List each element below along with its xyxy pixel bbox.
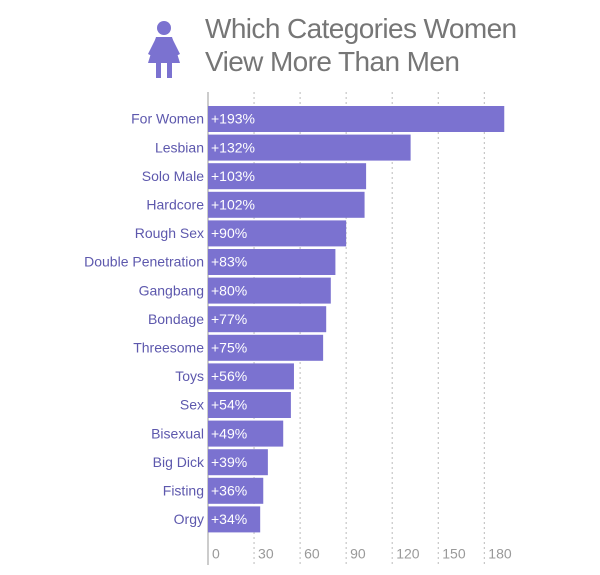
category-label: Orgy xyxy=(174,511,204,527)
category-label: Rough Sex xyxy=(135,225,204,241)
x-tick-label: 30 xyxy=(258,546,274,562)
x-tick-label: 150 xyxy=(442,546,466,562)
category-label: Sex xyxy=(180,397,204,413)
bar xyxy=(208,392,291,418)
bar xyxy=(208,191,365,218)
bar xyxy=(208,477,264,504)
bar xyxy=(208,506,261,533)
value-label: +75% xyxy=(211,340,247,356)
value-label: +56% xyxy=(211,368,247,384)
x-tick-label: 60 xyxy=(304,546,320,562)
value-label: +49% xyxy=(211,425,247,441)
value-label: +132% xyxy=(211,139,255,155)
category-label: Solo Male xyxy=(142,168,204,184)
category-label: Threesome xyxy=(133,340,204,356)
bar xyxy=(208,420,284,447)
value-label: +90% xyxy=(211,225,247,241)
category-label: Hardcore xyxy=(146,197,204,213)
chart-title: Which Categories Women View More Than Me… xyxy=(205,13,517,77)
value-label: +80% xyxy=(211,282,247,298)
x-tick-label: 0 xyxy=(212,546,220,562)
x-tick-label: 120 xyxy=(396,546,420,562)
bar xyxy=(208,163,367,190)
value-label: +34% xyxy=(211,511,247,527)
bar xyxy=(208,334,324,361)
value-label: +193% xyxy=(211,111,255,127)
category-label: Gangbang xyxy=(139,282,204,298)
bar xyxy=(208,306,327,333)
category-label: Double Penetration xyxy=(84,254,204,270)
category-label: Bisexual xyxy=(151,425,204,441)
value-label: +83% xyxy=(211,254,247,270)
value-label: +39% xyxy=(211,454,247,470)
value-label: +77% xyxy=(211,311,247,327)
category-label: Toys xyxy=(175,368,204,384)
value-label: +102% xyxy=(211,197,255,213)
value-label: +103% xyxy=(211,168,255,184)
bar xyxy=(208,134,411,161)
bar xyxy=(208,220,347,247)
bar xyxy=(208,277,331,304)
x-tick-label: 180 xyxy=(488,546,512,562)
x-tick-label: 90 xyxy=(350,546,366,562)
bar xyxy=(208,249,336,275)
category-label: For Women xyxy=(131,111,204,127)
value-label: +36% xyxy=(211,483,247,499)
category-label: Big Dick xyxy=(153,454,205,470)
bar xyxy=(208,449,268,476)
bar xyxy=(208,363,294,390)
value-label: +54% xyxy=(211,397,247,413)
bar xyxy=(208,106,505,132)
woman-icon xyxy=(148,21,180,78)
category-label: Fisting xyxy=(163,483,204,499)
category-label: Lesbian xyxy=(155,139,204,155)
category-label: Bondage xyxy=(148,311,204,327)
